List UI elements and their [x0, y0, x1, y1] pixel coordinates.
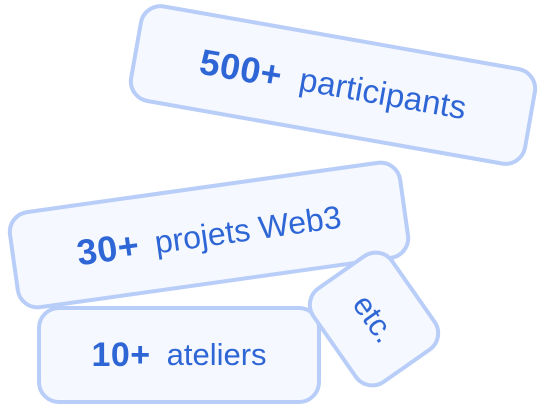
stat-card-participants: 500+ participants: [125, 0, 541, 170]
stat-label: ateliers: [166, 337, 267, 372]
etc-label: etc.: [345, 288, 404, 350]
stat-card-ateliers: 10+ ateliers: [37, 306, 321, 404]
stat-number: 500+: [196, 40, 286, 96]
stat-label: projets Web3: [152, 198, 344, 260]
stat-number: 10+: [91, 335, 151, 374]
stat-label: participants: [296, 60, 470, 127]
stat-number: 30+: [74, 224, 142, 274]
